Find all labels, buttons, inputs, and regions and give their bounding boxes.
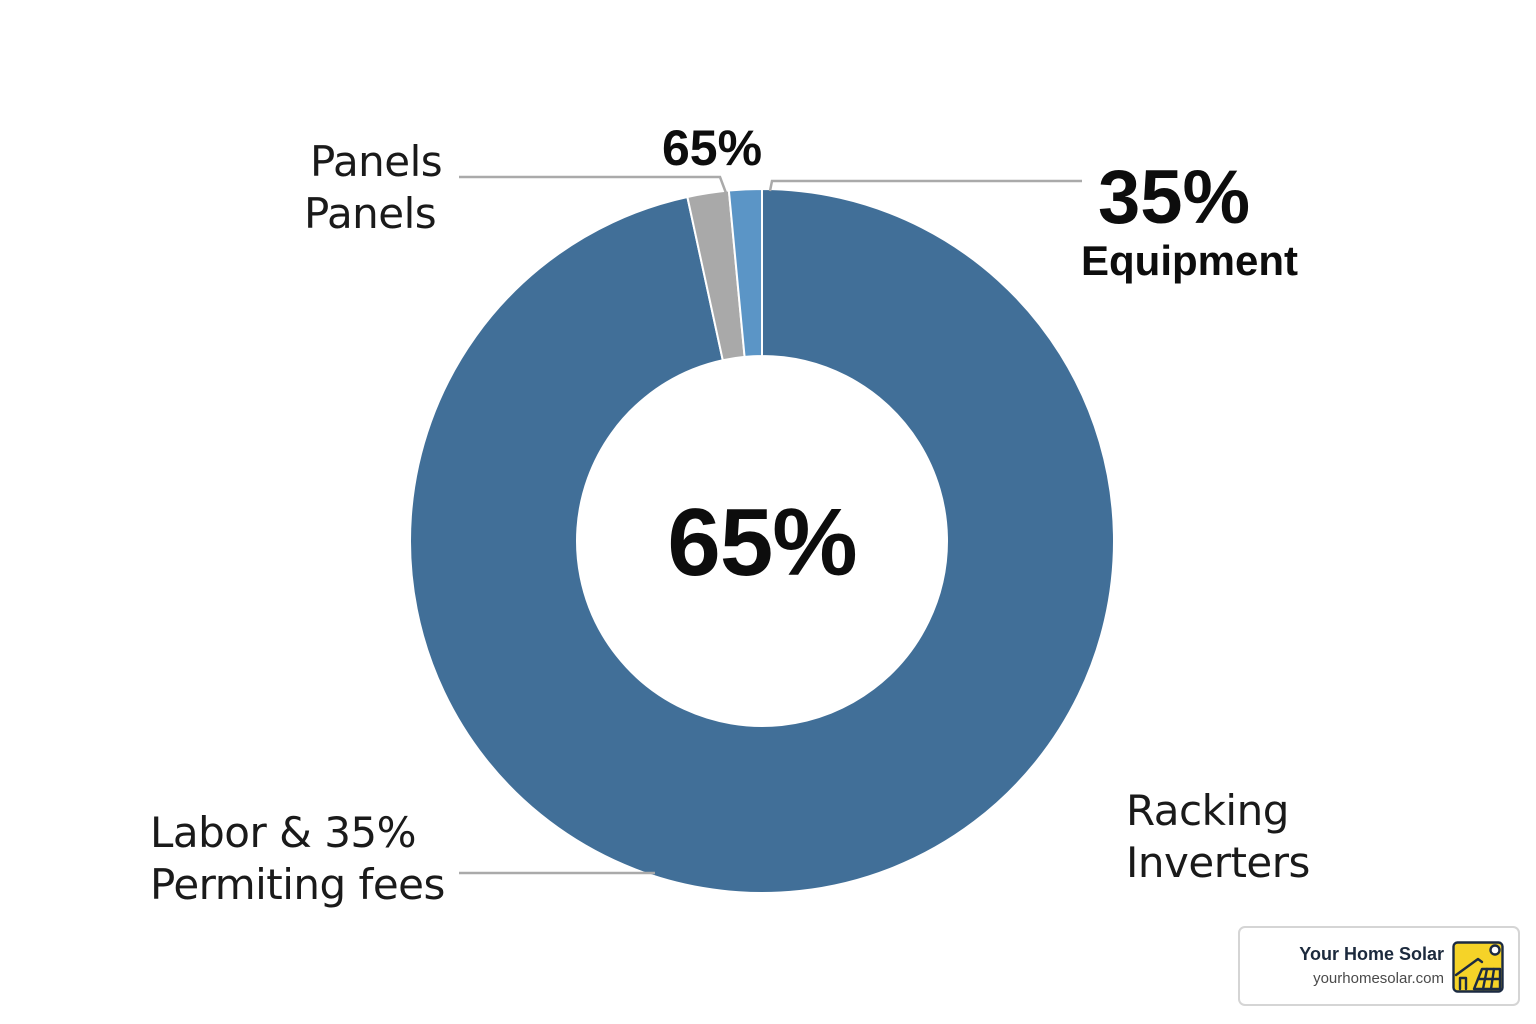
label-labor-line1: Labor & 35% xyxy=(150,808,417,857)
label-racking-line1: Racking xyxy=(1126,786,1289,835)
solar-roof-icon xyxy=(1452,941,1504,993)
donut-slice-3 xyxy=(727,187,763,358)
leader-line-equipment xyxy=(768,179,1082,192)
center-value-label: 65% xyxy=(667,489,857,596)
brand-name: Your Home Solar xyxy=(1299,944,1444,964)
label-top-percent: 65% xyxy=(662,120,763,176)
label-racking-line2: Inverters xyxy=(1126,838,1310,887)
donut-slice-1 xyxy=(409,187,1115,894)
slices-group xyxy=(409,187,1115,894)
label-labor-line2: Permiting fees xyxy=(150,860,445,909)
leader-lines xyxy=(459,175,1082,875)
label-panels-line2: Panels xyxy=(304,189,437,238)
leader-line-panels xyxy=(459,175,728,194)
label-equipment-percent: 35% xyxy=(1098,155,1251,240)
label-panels-line1: Panels xyxy=(310,137,443,186)
brand-url: yourhomesolar.com xyxy=(1313,970,1444,987)
label-equipment: Equipment xyxy=(1081,237,1298,284)
brand-logo: Your Home Solar yourhomesolar.com xyxy=(1238,926,1520,1006)
